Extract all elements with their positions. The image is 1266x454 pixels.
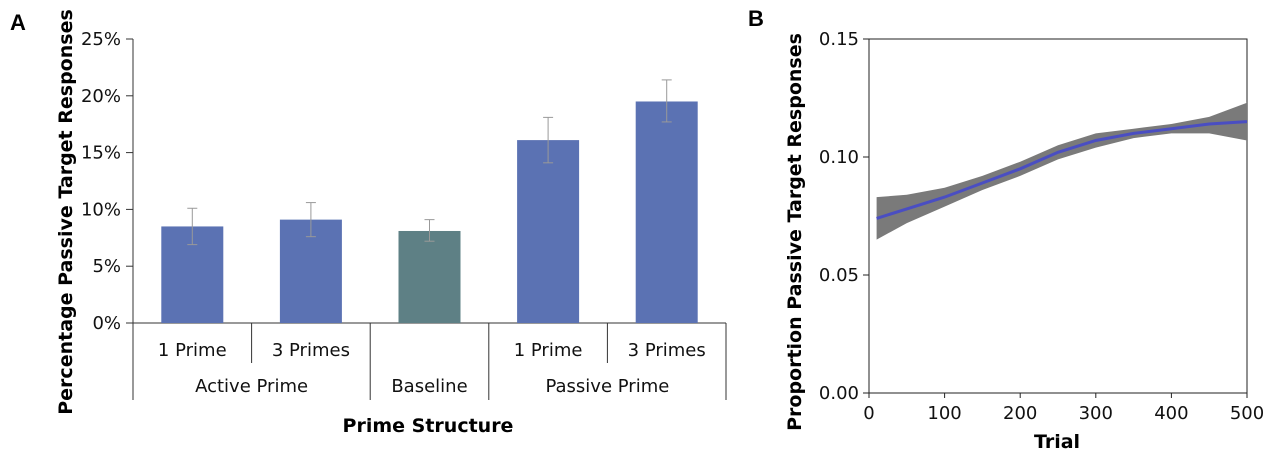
plot-frame bbox=[868, 38, 1248, 394]
line-chart-y-title: Proportion Passive Target Responses bbox=[784, 33, 806, 431]
bar-chart-x-title: Prime Structure bbox=[343, 415, 514, 437]
y-tick-label: 5% bbox=[92, 256, 121, 277]
bar-chart: Prime Structure Percentage Passive Targe… bbox=[55, 9, 727, 437]
bar bbox=[398, 230, 461, 323]
bar bbox=[635, 101, 698, 323]
x-tick-label: 300 bbox=[1079, 403, 1113, 424]
series-line bbox=[876, 120, 1248, 220]
line-chart-x-title: Trial bbox=[1034, 431, 1080, 453]
x-tick-label: 0 bbox=[863, 403, 874, 424]
x-tick-label: 500 bbox=[1230, 403, 1264, 424]
group-label: Baseline bbox=[391, 376, 467, 397]
category-label: 3 Primes bbox=[272, 340, 350, 361]
y-tick-label: 0.05 bbox=[819, 265, 859, 286]
x-tick-label: 100 bbox=[927, 403, 961, 424]
x-tick-label: 400 bbox=[1154, 403, 1188, 424]
group-label: Active Prime bbox=[195, 376, 308, 397]
y-tick-label: 0% bbox=[92, 313, 121, 334]
y-tick-label: 15% bbox=[81, 143, 121, 164]
bar-chart-y-title: Percentage Passive Target Responses bbox=[55, 9, 77, 415]
line-chart: Trial Proportion Passive Target Response… bbox=[784, 29, 1264, 453]
category-label: 1 Prime bbox=[514, 340, 583, 361]
panel-b-label: B bbox=[748, 6, 764, 31]
group-label: Passive Prime bbox=[545, 376, 669, 397]
y-tick-label: 0.15 bbox=[819, 29, 859, 50]
category-label: 3 Primes bbox=[628, 340, 706, 361]
panel-a-label: A bbox=[10, 10, 26, 35]
y-tick-label: 25% bbox=[81, 29, 121, 50]
y-tick-label: 10% bbox=[81, 199, 121, 220]
y-tick-label: 20% bbox=[81, 86, 121, 107]
y-tick-label: 0.10 bbox=[819, 147, 859, 168]
y-tick-label: 0.00 bbox=[819, 383, 859, 404]
x-tick-label: 200 bbox=[1003, 403, 1037, 424]
confidence-band bbox=[876, 102, 1247, 240]
bar bbox=[517, 140, 580, 323]
category-label: 1 Prime bbox=[158, 340, 227, 361]
